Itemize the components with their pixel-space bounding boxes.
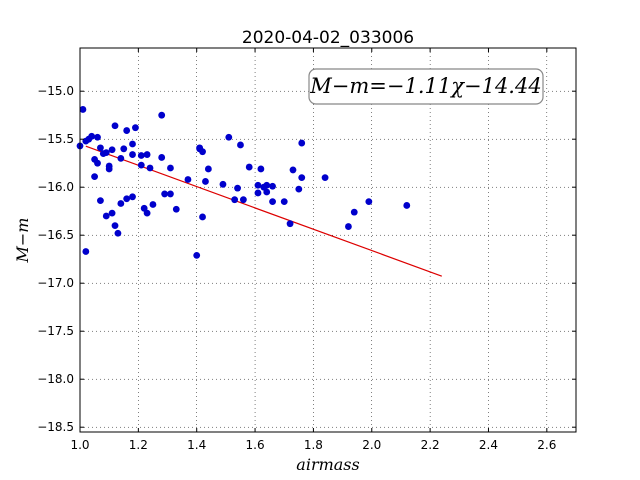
y-tick-label: −17.5 — [37, 324, 74, 338]
data-point — [111, 122, 119, 130]
data-point — [161, 190, 169, 198]
data-point — [202, 178, 209, 185]
x-tick-label: 2.0 — [362, 438, 381, 452]
x-axis-label: airmass — [296, 455, 359, 474]
data-point — [129, 151, 136, 158]
data-point — [289, 166, 297, 174]
data-point — [295, 185, 303, 193]
data-point — [350, 208, 358, 216]
data-point — [234, 184, 241, 192]
data-point — [97, 197, 104, 205]
y-tick-label: −17.0 — [37, 276, 74, 290]
data-point — [137, 152, 145, 159]
data-point — [102, 149, 110, 157]
data-point — [225, 133, 233, 141]
data-point — [167, 164, 174, 172]
x-tick-label: 2.6 — [537, 438, 556, 452]
data-point — [158, 154, 166, 161]
data-point — [257, 165, 265, 173]
data-point — [114, 229, 122, 237]
x-tick-label: 1.2 — [129, 438, 148, 452]
y-tick-label: −16.5 — [37, 228, 74, 242]
x-tick-label: 1.6 — [246, 438, 265, 452]
data-point — [280, 198, 288, 206]
data-point — [193, 251, 201, 259]
y-tick-label: −15.0 — [37, 84, 74, 98]
data-point — [204, 165, 212, 173]
x-tick-label: 2.4 — [479, 438, 498, 452]
data-point — [94, 133, 101, 141]
data-point — [403, 202, 411, 209]
data-point — [79, 106, 87, 113]
data-point — [117, 155, 125, 162]
fit-line — [85, 145, 442, 277]
fit-equation-box: M−m=−1.11χ−14.44 — [308, 68, 544, 105]
data-point — [94, 159, 101, 167]
data-point — [82, 248, 90, 255]
data-point — [231, 196, 239, 204]
data-point — [91, 173, 98, 181]
data-point — [143, 151, 151, 158]
data-point — [132, 124, 139, 132]
data-point — [120, 145, 128, 153]
data-point — [117, 200, 125, 207]
y-axis-label: M−m — [13, 218, 32, 264]
fit-equation: M−m=−1.11χ−14.44 — [309, 74, 541, 98]
data-point — [149, 201, 157, 208]
data-point — [345, 223, 352, 230]
x-tick-label: 2.2 — [421, 438, 440, 452]
data-point — [245, 163, 253, 171]
data-point — [108, 209, 116, 217]
data-point — [237, 141, 244, 149]
data-point — [97, 144, 104, 152]
x-tick-label: 1.0 — [70, 438, 89, 452]
y-tick-label: −18.5 — [37, 420, 74, 434]
data-point — [137, 161, 145, 169]
data-point — [123, 195, 131, 203]
y-tick-label: −18.0 — [37, 372, 74, 386]
data-point — [286, 220, 294, 228]
fit-equation-frame — [308, 68, 544, 105]
data-point — [184, 176, 192, 183]
data-point — [263, 181, 271, 189]
data-point — [158, 111, 166, 119]
axis-ticks: 1.0 1.2 1.4 1.6 1.8 2.0 2.2 2.4 2.6 −15.0 −15.5 −16… — [37, 48, 576, 452]
data-point — [269, 198, 276, 206]
data-point — [111, 222, 119, 230]
data-point — [365, 198, 373, 206]
data-point — [143, 209, 151, 217]
data-point — [129, 193, 136, 201]
y-tick-label: −16.0 — [37, 180, 74, 194]
data-point — [298, 174, 306, 182]
data-point — [254, 181, 262, 189]
data-point — [199, 148, 206, 156]
data-point — [108, 146, 116, 154]
data-point — [102, 212, 110, 220]
chart-title: 2020-04-02_033006 — [242, 28, 414, 48]
data-point — [199, 213, 206, 221]
data-point — [123, 127, 131, 134]
data-point — [167, 190, 174, 198]
data-point — [129, 140, 136, 148]
grid-lines — [80, 48, 576, 432]
data-point — [219, 180, 227, 188]
data-point — [239, 196, 247, 204]
data-point — [88, 132, 96, 140]
data-point — [263, 188, 271, 196]
plot-frame — [79, 47, 577, 433]
data-points — [76, 106, 411, 259]
y-tick-label: −15.5 — [37, 132, 74, 146]
data-point — [269, 182, 276, 190]
data-point — [172, 205, 180, 213]
data-point — [321, 174, 329, 182]
x-tick-label: 1.8 — [304, 438, 323, 452]
fit-line-group — [85, 145, 442, 277]
data-point — [146, 164, 154, 172]
data-point — [105, 165, 113, 173]
data-point — [254, 189, 262, 197]
x-tick-label: 1.4 — [187, 438, 206, 452]
data-point — [298, 139, 306, 147]
